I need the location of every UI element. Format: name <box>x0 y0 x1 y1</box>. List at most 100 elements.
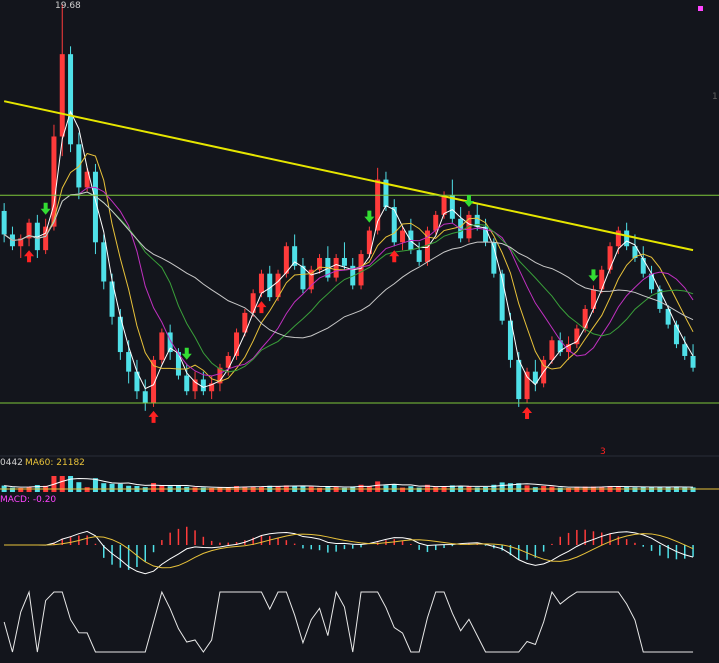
candle-body <box>1 210 7 235</box>
candle-body <box>34 222 40 251</box>
signal-arrows-layer <box>24 194 599 423</box>
sell-arrow <box>364 210 375 223</box>
candle-body <box>292 246 298 266</box>
volume-bar <box>317 487 323 492</box>
corner-marker <box>698 6 703 11</box>
candle-body <box>175 352 181 376</box>
buy-arrow <box>24 250 35 263</box>
candle-body <box>26 222 32 239</box>
volume-bar <box>424 484 430 492</box>
volume-bar <box>516 483 522 492</box>
candle-body <box>317 257 323 270</box>
candle-body <box>59 54 65 137</box>
candle-body <box>358 254 364 286</box>
buy-arrow <box>148 410 159 423</box>
volume-bar <box>574 487 580 492</box>
volume-bar <box>491 484 497 492</box>
volume-bar <box>151 483 157 492</box>
volume-bar <box>400 487 406 492</box>
volume-bar <box>101 483 107 492</box>
volume-bar <box>682 487 688 492</box>
candle-body <box>84 171 90 188</box>
candle-body <box>109 281 115 317</box>
volume-bar <box>433 487 439 492</box>
ma20-line <box>3 186 694 377</box>
volume-bar <box>358 484 364 492</box>
volume-bar <box>192 487 198 492</box>
candle-body <box>507 320 513 360</box>
candle-body <box>524 371 530 400</box>
candle-body <box>209 383 215 392</box>
candle-body <box>217 367 223 384</box>
candle-body <box>640 257 646 274</box>
candle-body <box>624 230 630 247</box>
candle-body <box>516 359 522 400</box>
buy-arrow <box>522 407 533 419</box>
candle-body <box>92 171 98 243</box>
volume-bar <box>391 484 397 492</box>
volume-bar <box>416 487 422 492</box>
candle-body <box>275 273 281 298</box>
macd-dea-line <box>4 533 694 569</box>
candle-body <box>18 238 24 247</box>
candle-body <box>673 324 679 345</box>
sell-arrow <box>40 202 51 215</box>
candle-body <box>258 273 264 294</box>
candle-body <box>142 391 148 403</box>
candle-body <box>474 214 480 227</box>
volume-bar <box>557 487 563 492</box>
candle-body <box>300 265 306 290</box>
candle-body <box>283 246 289 274</box>
volume-bar <box>92 478 98 492</box>
candle-body <box>441 195 447 215</box>
volume-bar <box>665 487 671 492</box>
volume-bar <box>532 487 538 492</box>
candle-body <box>43 226 49 251</box>
volume-ma-label: 0442 <box>0 458 23 468</box>
candle-body <box>649 273 655 290</box>
volume-bar <box>76 482 82 492</box>
candle-body <box>267 273 273 298</box>
peak-price-label: 19.68 <box>55 1 81 11</box>
macd-dif-line <box>4 530 694 575</box>
volume-bar <box>341 487 347 492</box>
volume-bar <box>200 487 206 492</box>
candle-body <box>657 289 663 309</box>
candle-body <box>615 230 621 247</box>
candle-body <box>499 273 505 321</box>
volume-bar <box>84 487 90 492</box>
candle-body <box>424 230 430 262</box>
volume-ma-line <box>4 478 694 489</box>
candle-body <box>341 257 347 266</box>
candle-body <box>416 250 422 262</box>
candle-body <box>159 332 165 360</box>
candle-body <box>400 230 406 243</box>
candle-body <box>51 136 57 227</box>
edge-mark: 1 <box>712 92 718 102</box>
moving-averages-layer <box>3 110 694 390</box>
volume-bar <box>474 487 480 492</box>
candle-body <box>549 340 555 360</box>
candle-body <box>308 269 314 290</box>
candle-body <box>250 293 256 313</box>
candle-body <box>234 332 240 356</box>
resistance-trendline <box>3 100 694 252</box>
volume-bar <box>109 483 115 492</box>
volume-bar <box>117 483 123 492</box>
candle-body <box>225 355 231 368</box>
candle-body <box>134 371 140 392</box>
candle-body <box>532 371 538 384</box>
sell-arrow <box>463 194 474 207</box>
candle-body <box>184 375 190 392</box>
marker-label: 3 <box>600 447 606 457</box>
buy-arrow <box>256 301 267 314</box>
macd-label: MACD: -0.20 <box>0 495 56 505</box>
volume-bar <box>59 476 65 492</box>
volume-bar <box>499 482 505 492</box>
macd-panel <box>4 526 694 575</box>
volume-bar <box>209 488 215 492</box>
candle-body <box>192 379 198 392</box>
volume-bar <box>375 481 381 492</box>
